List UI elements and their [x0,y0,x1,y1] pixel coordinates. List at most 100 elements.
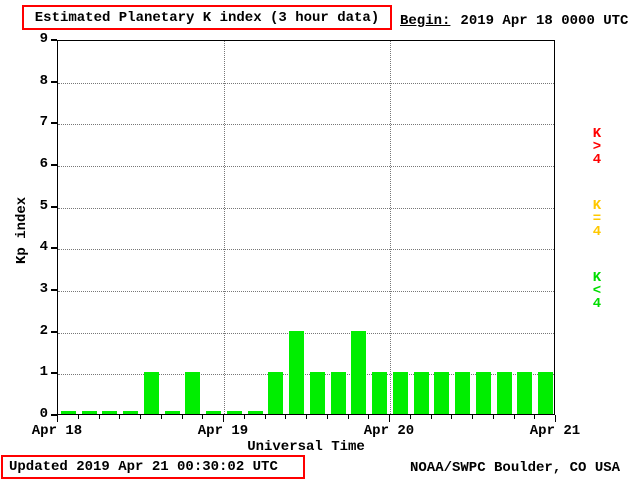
x-major-tick [223,415,224,422]
gridline-kp-2 [58,332,554,334]
y-tick [51,122,57,125]
kp-bar [413,372,429,414]
kp-bar [289,330,305,414]
y-tick-label: 6 [39,156,48,172]
begin-label: Begin: [400,13,451,29]
gridline-kp-8 [58,82,554,84]
legend-k4: K = 4 [588,198,606,240]
y-tick [51,330,57,333]
y-tick [51,164,57,166]
x-minor-tick [77,415,79,419]
kp-bar [496,372,512,414]
x-major-tick [389,415,390,422]
gridline-kp-5 [58,207,554,209]
x-minor-tick [181,415,183,419]
y-tick [51,289,57,291]
legend-char: = [592,211,602,227]
kp-bar [392,372,408,414]
kp-bar [81,411,97,414]
gridline-kp-7 [58,124,554,126]
x-minor-tick [430,415,432,419]
x-tick-label: Apr 18 [31,423,83,439]
kp-bar [102,411,118,414]
legend-char: 4 [592,152,602,168]
source-credit: NOAA/SWPC Boulder, CO USA [410,460,621,476]
legend-k4: K >4 [588,127,606,168]
x-minor-tick [347,415,349,419]
updated-text: Updated 2019 Apr 21 00:30:02 UTC [9,459,278,475]
legend-char: K [592,270,602,286]
kp-bar [123,411,139,414]
y-tick-label: 8 [39,72,48,89]
kp-bar [309,372,325,414]
kp-bar [60,411,76,414]
x-minor-tick [368,415,370,419]
plot-area [57,40,555,415]
x-minor-tick [243,415,245,419]
begin-timestamp: Begin: 2019 Apr 18 0000 UTC [400,13,628,29]
kp-bar [143,372,159,414]
y-tick-label: 3 [39,281,48,297]
y-tick-label: 0 [39,406,48,422]
x-axis-title: Universal Time [247,439,365,455]
x-major-tick [555,415,556,422]
y-tick [51,414,57,416]
y-tick [51,80,57,83]
x-minor-tick [326,415,328,419]
legend-char: K [592,198,602,214]
y-tick-label: 9 [39,31,48,47]
y-tick-label: 7 [39,114,48,131]
y-tick-label: 1 [39,364,48,381]
legend-char: < [592,283,602,299]
y-tick-label: 5 [39,197,48,214]
x-minor-tick [264,415,266,419]
kp-bar [372,372,388,414]
kp-bar [164,411,180,414]
x-tick-label: Apr 19 [197,423,249,439]
legend-k4: K <4 [588,270,606,312]
x-minor-tick [451,415,453,419]
x-tick-label: Apr 21 [529,423,581,439]
x-minor-tick [409,415,411,419]
kp-bar [185,372,201,414]
kp-bar [226,411,242,414]
kp-bar [330,372,346,414]
gridline-kp-1 [58,374,554,376]
y-tick [51,247,57,250]
x-minor-tick [306,415,307,419]
x-minor-tick [140,415,141,419]
x-minor-tick [160,415,162,419]
x-minor-tick [492,415,494,419]
chart-title: Estimated Planetary K index (3 hour data… [34,9,380,26]
kp-bar [247,411,263,414]
x-minor-tick [472,415,473,419]
updated-box: Updated 2019 Apr 21 00:30:02 UTC [1,455,305,479]
x-major-tick [57,415,58,422]
legend-char: 4 [592,224,602,240]
y-tick [51,372,57,375]
x-minor-tick [534,415,536,419]
gridline-kp-6 [58,166,554,167]
x-tick-label: Apr 20 [363,423,415,439]
kp-bar [475,372,491,414]
y-tick-label: 2 [39,322,48,339]
x-minor-tick [513,415,515,419]
kp-bar [455,372,471,414]
kp-bar [538,372,554,414]
x-minor-tick [119,415,121,419]
gridline-kp-4 [58,249,554,251]
kp-bar [434,372,450,414]
legend-char: > [592,139,602,155]
x-minor-tick [285,415,287,419]
legend-char: 4 [592,296,602,312]
kp-bar [206,411,222,414]
x-minor-tick [202,415,204,419]
y-tick-label: 4 [39,239,48,256]
chart-title-box: Estimated Planetary K index (3 hour data… [22,5,392,30]
y-tick [51,205,57,208]
y-axis-title: Kp index [14,196,30,264]
y-tick [51,39,57,41]
kp-bar [517,372,533,414]
begin-value: 2019 Apr 18 0000 UTC [460,13,629,29]
